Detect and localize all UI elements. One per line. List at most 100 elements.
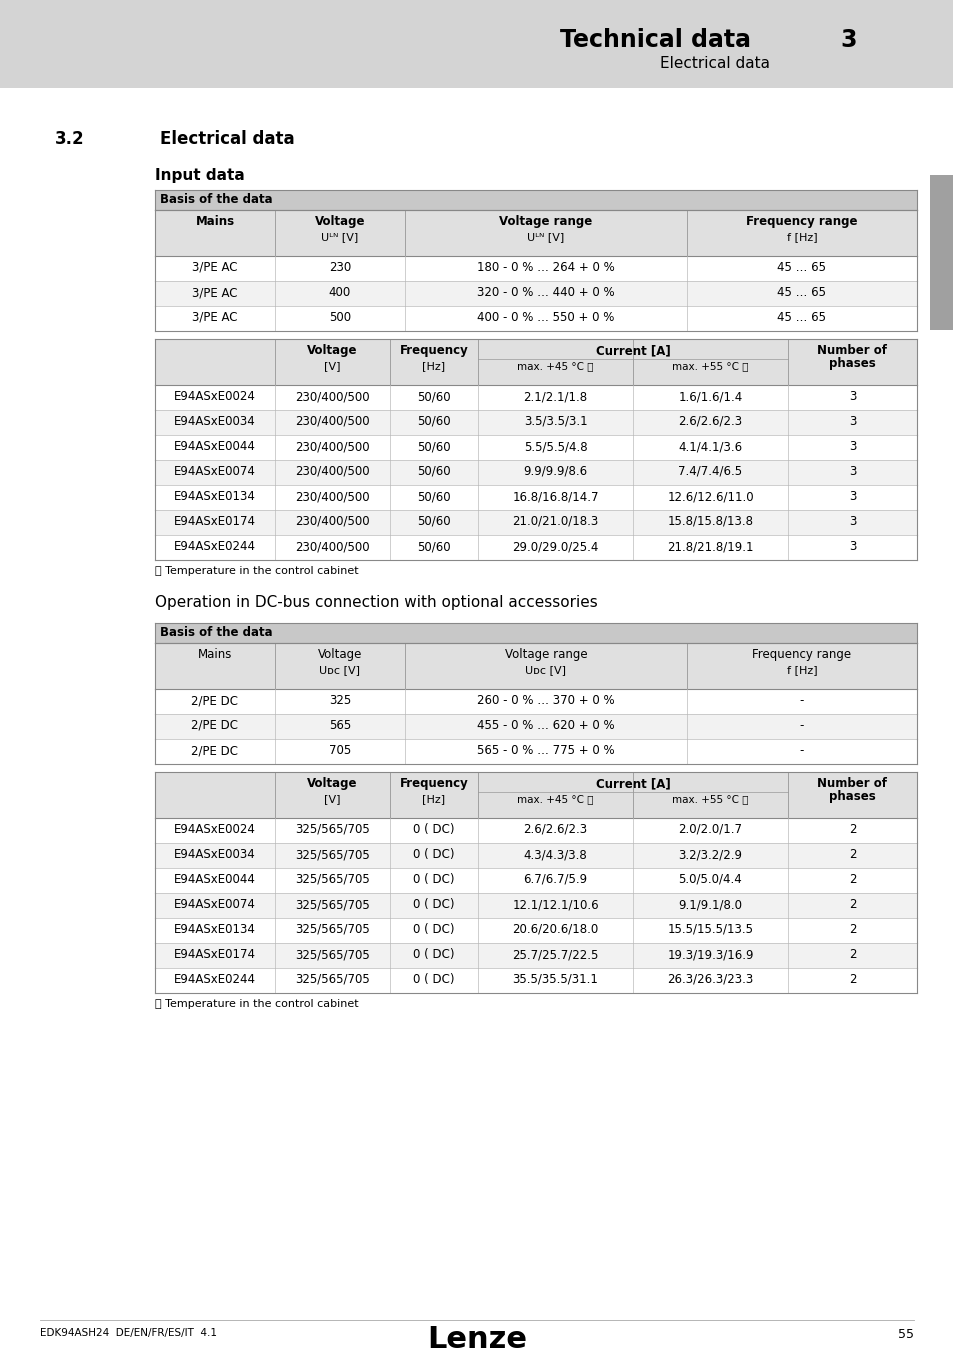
Text: 2: 2: [848, 948, 856, 961]
Text: 26.3/26.3/23.3: 26.3/26.3/23.3: [667, 973, 753, 985]
Text: E94ASxE0074: E94ASxE0074: [173, 898, 255, 911]
Text: 25.7/25.7/22.5: 25.7/25.7/22.5: [512, 948, 598, 961]
Text: 35.5/35.5/31.1: 35.5/35.5/31.1: [512, 973, 598, 985]
Text: 400: 400: [329, 286, 351, 298]
Text: 0 ( DC): 0 ( DC): [413, 824, 455, 836]
Text: 325/565/705: 325/565/705: [294, 898, 370, 911]
Bar: [154, 918, 916, 944]
Text: 15.5/15.5/13.5: 15.5/15.5/13.5: [667, 923, 753, 936]
Text: Mains: Mains: [195, 215, 234, 228]
Text: 325/565/705: 325/565/705: [294, 873, 370, 886]
Text: 2.0/2.0/1.7: 2.0/2.0/1.7: [678, 824, 741, 836]
Text: 0 ( DC): 0 ( DC): [413, 923, 455, 936]
Text: f [Hz]: f [Hz]: [786, 232, 817, 242]
Text: 45 … 65: 45 … 65: [777, 310, 825, 324]
Bar: [154, 643, 916, 689]
Text: 325/565/705: 325/565/705: [294, 948, 370, 961]
Text: 230/400/500: 230/400/500: [294, 514, 370, 528]
Text: E94ASxE0024: E94ASxE0024: [173, 390, 255, 404]
Text: Frequency range: Frequency range: [745, 215, 857, 228]
Bar: [154, 190, 916, 211]
Bar: [154, 485, 916, 510]
Text: 50/60: 50/60: [416, 514, 451, 528]
Text: E94ASxE0174: E94ASxE0174: [173, 948, 255, 961]
Text: 50/60: 50/60: [416, 440, 451, 454]
Text: 50/60: 50/60: [416, 390, 451, 404]
Text: 180 - 0 % … 264 + 0 %: 180 - 0 % … 264 + 0 %: [476, 261, 615, 274]
Text: Uᴸᴺ [V]: Uᴸᴺ [V]: [527, 232, 564, 242]
Text: 50/60: 50/60: [416, 414, 451, 428]
Text: 0 ( DC): 0 ( DC): [413, 973, 455, 985]
Text: 19.3/19.3/16.9: 19.3/19.3/16.9: [666, 948, 753, 961]
Text: 2: 2: [848, 873, 856, 886]
Text: [Hz]: [Hz]: [422, 794, 445, 805]
Text: Uᴅᴄ [V]: Uᴅᴄ [V]: [525, 666, 566, 675]
Text: 3.2: 3.2: [55, 130, 85, 148]
Text: 9.9/9.9/8.6: 9.9/9.9/8.6: [523, 464, 587, 478]
Bar: [154, 306, 916, 331]
Text: 230/400/500: 230/400/500: [294, 440, 370, 454]
Bar: [154, 868, 916, 892]
Text: 15.8/15.8/13.8: 15.8/15.8/13.8: [667, 514, 753, 528]
Text: E94ASxE0074: E94ASxE0074: [173, 464, 255, 478]
Text: phases: phases: [828, 356, 875, 370]
Text: 50/60: 50/60: [416, 490, 451, 504]
Text: Number of: Number of: [817, 778, 886, 790]
Text: ⓘ Temperature in the control cabinet: ⓘ Temperature in the control cabinet: [154, 999, 358, 1008]
Text: 7.4/7.4/6.5: 7.4/7.4/6.5: [678, 464, 741, 478]
Bar: [154, 892, 916, 918]
Text: [V]: [V]: [324, 794, 340, 805]
Text: 6.7/6.7/5.9: 6.7/6.7/5.9: [523, 873, 587, 886]
Text: f [Hz]: f [Hz]: [786, 666, 817, 675]
Text: 2: 2: [848, 824, 856, 836]
Text: 3: 3: [848, 464, 855, 478]
Text: 16.8/16.8/14.7: 16.8/16.8/14.7: [512, 490, 598, 504]
Text: 2: 2: [848, 898, 856, 911]
Text: 45 … 65: 45 … 65: [777, 261, 825, 274]
Text: 260 - 0 % … 370 + 0 %: 260 - 0 % … 370 + 0 %: [476, 694, 614, 707]
Bar: [154, 622, 916, 643]
Text: 3: 3: [840, 28, 856, 53]
Text: Frequency: Frequency: [399, 344, 468, 356]
Text: 2/PE DC: 2/PE DC: [192, 744, 238, 757]
Text: 29.0/29.0/25.4: 29.0/29.0/25.4: [512, 540, 598, 553]
Text: 400 - 0 % … 550 + 0 %: 400 - 0 % … 550 + 0 %: [476, 310, 614, 324]
Text: Voltage: Voltage: [314, 215, 365, 228]
Text: 0 ( DC): 0 ( DC): [413, 848, 455, 861]
Text: 4.3/4.3/3.8: 4.3/4.3/3.8: [523, 848, 587, 861]
Text: 705: 705: [329, 744, 351, 757]
Bar: [154, 688, 916, 714]
Text: Basis of the data: Basis of the data: [160, 193, 273, 207]
Text: Voltage: Voltage: [307, 344, 357, 356]
Bar: [154, 385, 916, 410]
Bar: [154, 339, 916, 385]
Text: 3/PE AC: 3/PE AC: [193, 310, 237, 324]
Text: 12.6/12.6/11.0: 12.6/12.6/11.0: [666, 490, 753, 504]
Text: 565: 565: [329, 720, 351, 732]
Text: 3: 3: [848, 414, 855, 428]
Text: 0 ( DC): 0 ( DC): [413, 898, 455, 911]
Bar: [154, 968, 916, 994]
Text: EDK94ASH24  DE/EN/FR/ES/IT  4.1: EDK94ASH24 DE/EN/FR/ES/IT 4.1: [40, 1328, 216, 1338]
Text: E94ASxE0024: E94ASxE0024: [173, 824, 255, 836]
Text: 3: 3: [848, 540, 855, 553]
Text: Voltage range: Voltage range: [504, 648, 587, 662]
Text: 230: 230: [329, 261, 351, 274]
Text: E94ASxE0034: E94ASxE0034: [174, 414, 255, 428]
Text: 3: 3: [848, 440, 855, 454]
Text: 3.5/3.5/3.1: 3.5/3.5/3.1: [523, 414, 587, 428]
Text: 230/400/500: 230/400/500: [294, 414, 370, 428]
Text: max. +45 °C ⓘ: max. +45 °C ⓘ: [517, 794, 593, 805]
Text: E94ASxE0134: E94ASxE0134: [173, 490, 255, 504]
Text: 3/PE AC: 3/PE AC: [193, 261, 237, 274]
Text: 325/565/705: 325/565/705: [294, 973, 370, 985]
Text: 45 … 65: 45 … 65: [777, 286, 825, 298]
Text: Frequency range: Frequency range: [752, 648, 851, 662]
Text: 500: 500: [329, 310, 351, 324]
Text: ⓘ Temperature in the control cabinet: ⓘ Temperature in the control cabinet: [154, 566, 358, 576]
Text: Basis of the data: Basis of the data: [160, 626, 273, 639]
Text: 21.0/21.0/18.3: 21.0/21.0/18.3: [512, 514, 598, 528]
Text: 2: 2: [848, 923, 856, 936]
Text: 12.1/12.1/10.6: 12.1/12.1/10.6: [512, 898, 598, 911]
Text: 50/60: 50/60: [416, 464, 451, 478]
